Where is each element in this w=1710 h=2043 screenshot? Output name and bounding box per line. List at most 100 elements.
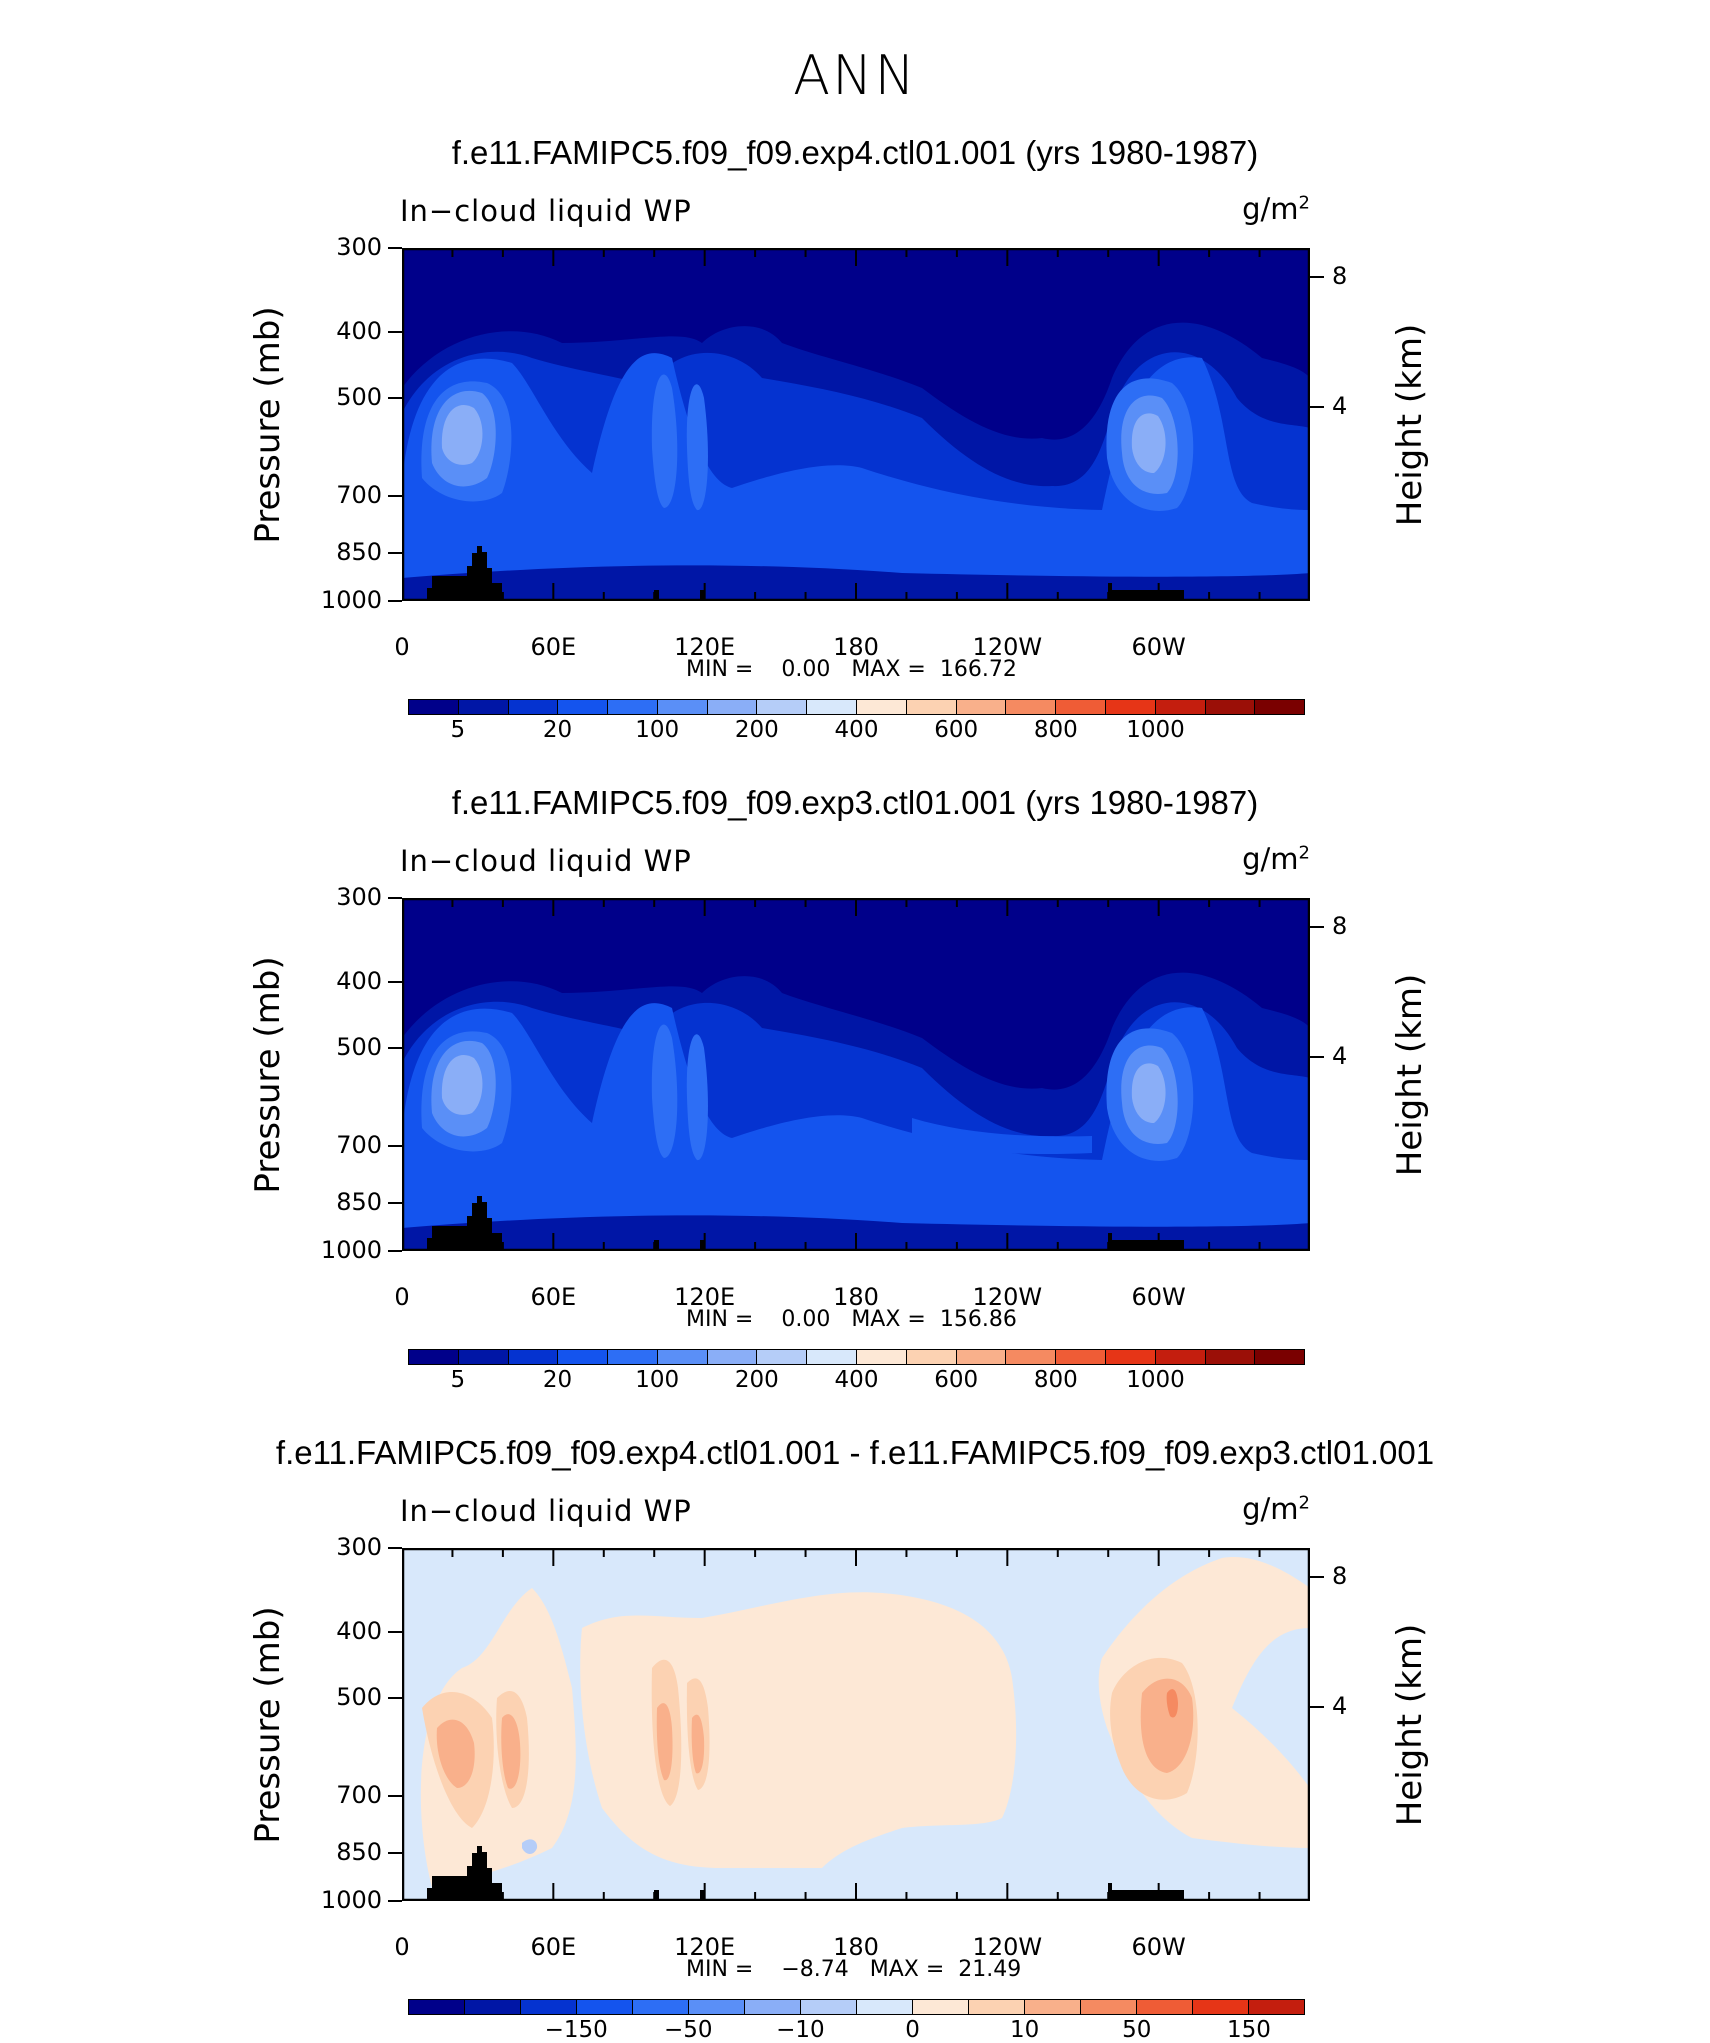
contour-fill xyxy=(686,384,708,511)
topography-mask xyxy=(654,1890,659,1901)
colorbar-swatch xyxy=(458,700,509,714)
colorbar-swatch xyxy=(1056,1350,1106,1364)
y-axis-title-text: Pressure (mb) xyxy=(248,305,288,544)
cross-section-plot xyxy=(402,898,1310,1251)
x-tick-label: 0 xyxy=(394,633,410,661)
cross-section-plot xyxy=(402,248,1310,601)
colorbar-swatch xyxy=(657,700,708,714)
colorbar-swatch xyxy=(857,1350,907,1364)
units-label: g/m2 xyxy=(1110,842,1310,876)
y-tick-label: 400 xyxy=(336,1617,382,1646)
y-tick-mark xyxy=(388,1202,402,1205)
colorbar-swatch xyxy=(757,1350,808,1364)
height-tick-label: 8 xyxy=(1332,1562,1348,1591)
colorbar xyxy=(408,1999,1305,2015)
colorbar-label: 400 xyxy=(834,717,879,743)
colorbar-swatch xyxy=(1006,1350,1057,1364)
colorbar-swatch xyxy=(1006,700,1057,714)
min-label: MIN = xyxy=(686,1307,754,1332)
colorbar-label: 50 xyxy=(1122,2017,1152,2043)
colorbar-swatch xyxy=(577,2000,633,2014)
colorbar-swatch xyxy=(409,700,459,714)
x-tick-label: 120E xyxy=(674,633,736,661)
height-tick-label: 4 xyxy=(1332,1691,1348,1720)
units-exponent: 2 xyxy=(1298,842,1310,864)
colorbar-label: 800 xyxy=(1033,1367,1078,1393)
contour-fill xyxy=(651,374,678,508)
min-label: MIN = xyxy=(686,1957,754,1982)
contour-fill xyxy=(436,1719,475,1788)
y-tick-mark xyxy=(388,247,402,249)
colorbar-label: 600 xyxy=(934,717,979,743)
colorbar-swatch xyxy=(689,2000,745,2014)
height-tick-mark xyxy=(1310,1055,1324,1058)
height-tick-label: 8 xyxy=(1332,262,1348,291)
y-tick-mark xyxy=(388,1250,402,1252)
colorbar-swatch xyxy=(1155,700,1206,714)
y-tick-label: 500 xyxy=(336,382,382,411)
colorbar-label: 20 xyxy=(542,1367,573,1393)
y-tick-label: 850 xyxy=(336,1188,382,1217)
max-label: MAX = xyxy=(851,657,926,682)
colorbar-label: 400 xyxy=(834,1367,879,1393)
colorbar-label: 1000 xyxy=(1126,1367,1185,1393)
colorbar-swatch xyxy=(745,2000,801,2014)
colorbar-swatch xyxy=(1255,1350,1305,1364)
colorbar-label: 200 xyxy=(734,717,779,743)
topography-mask xyxy=(1108,583,1184,601)
topography-mask xyxy=(700,590,704,601)
y-tick-mark xyxy=(388,1795,402,1798)
colorbar-swatch xyxy=(657,1350,708,1364)
contour-fill xyxy=(402,353,1310,601)
contour-fill xyxy=(402,1003,1310,1251)
panel-title: f.e11.FAMIPC5.f09_f09.exp4.ctl01.001 (yr… xyxy=(451,134,1259,171)
y-tick-mark xyxy=(388,1547,402,1549)
colorbar-swatch xyxy=(707,700,758,714)
y-tick-mark xyxy=(388,495,402,498)
y-tick-label: 500 xyxy=(336,1032,382,1061)
colorbar-swatch xyxy=(857,700,907,714)
cross-section-plot xyxy=(402,1548,1310,1901)
max-label: MAX = xyxy=(851,1307,926,1332)
y-tick-label: 1000 xyxy=(320,1236,382,1264)
colorbar-swatch xyxy=(857,2000,913,2014)
contour-fill xyxy=(441,404,483,465)
colorbar-label: 5 xyxy=(450,1367,466,1393)
colorbar-swatch xyxy=(458,1350,509,1364)
x-tick-label: 60E xyxy=(530,633,577,661)
y-tick-mark xyxy=(388,1046,402,1049)
y-tick-mark xyxy=(388,1852,402,1855)
colorbar-label: 200 xyxy=(734,1367,779,1393)
y-tick-mark xyxy=(388,331,402,334)
colorbar-swatch xyxy=(1249,2000,1304,2014)
contour-fill xyxy=(1131,1063,1166,1123)
topography-mask xyxy=(427,1196,502,1251)
colorbar-swatch xyxy=(906,1350,957,1364)
colorbar-swatch xyxy=(1105,1350,1156,1364)
colorbar-swatch xyxy=(1155,1350,1206,1364)
height-tick-mark xyxy=(1310,1576,1324,1579)
y-tick-label: 400 xyxy=(336,317,382,346)
panel-title: f.e11.FAMIPC5.f09_f09.exp3.ctl01.001 (yr… xyxy=(451,784,1259,821)
y-tick-label: 400 xyxy=(336,967,382,996)
colorbar-swatch xyxy=(757,700,808,714)
colorbar-label: 100 xyxy=(635,1367,680,1393)
x-tick-label: 120W xyxy=(972,1283,1043,1311)
colorbar-swatch xyxy=(608,700,658,714)
x-tick-label: 180 xyxy=(833,1283,879,1311)
y-tick-mark xyxy=(388,396,402,399)
colorbar-swatch xyxy=(508,1350,559,1364)
units-text: g/m xyxy=(1242,1492,1299,1526)
x-tick-label: 120W xyxy=(972,633,1043,661)
x-tick-label: 0 xyxy=(394,1933,410,1961)
y-tick-label: 1000 xyxy=(320,586,382,614)
panel-title: f.e11.FAMIPC5.f09_f09.exp4.ctl01.001 - f… xyxy=(275,1434,1435,1471)
contour-fill xyxy=(686,1034,708,1161)
y-tick-mark xyxy=(388,1900,402,1902)
colorbar-swatch xyxy=(558,1350,609,1364)
colorbar-label: −150 xyxy=(544,2017,608,2043)
contour-fill xyxy=(912,1118,1092,1155)
height-tick-label: 4 xyxy=(1332,1041,1348,1070)
colorbar-swatch xyxy=(633,2000,689,2014)
colorbar-swatch xyxy=(707,1350,758,1364)
